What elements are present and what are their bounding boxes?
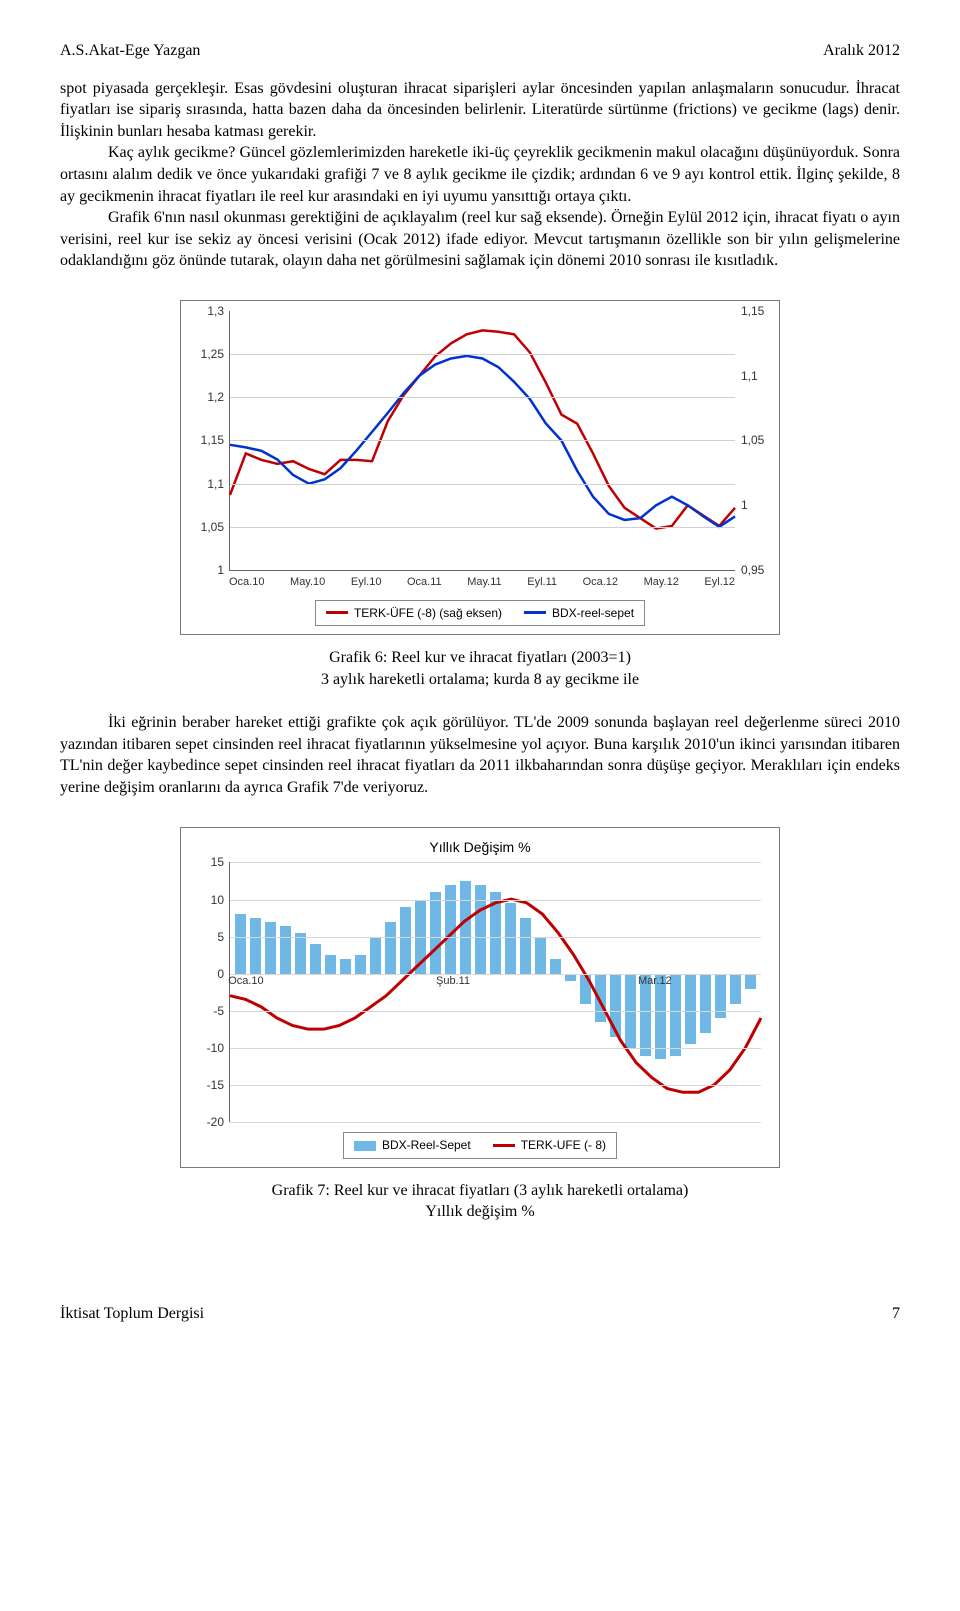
legend2-line-label: TERK-UFE (- 8) xyxy=(521,1137,606,1153)
legend2-bars: BDX-Reel-Sepet xyxy=(354,1137,471,1153)
caption1-line1: Grafik 6: Reel kur ve ihracat fiyatları … xyxy=(60,647,900,669)
chart-1-container: 11,051,11,151,21,251,3 0,9511,051,11,15 … xyxy=(180,300,780,635)
header-author: A.S.Akat-Ege Yazgan xyxy=(60,40,200,62)
caption2-line2: Yıllık değişim % xyxy=(60,1201,900,1223)
paragraph-1: spot piyasada gerçekleşir. Esas gövdesin… xyxy=(60,78,900,143)
chart-1-caption: Grafik 6: Reel kur ve ihracat fiyatları … xyxy=(60,647,900,690)
legend-terk: TERK-ÜFE (-8) (sağ eksen) xyxy=(326,605,502,621)
chart-1-y-right-axis: 0,9511,051,11,15 xyxy=(737,311,779,570)
caption2-line1: Grafik 7: Reel kur ve ihracat fiyatları … xyxy=(60,1180,900,1202)
legend2-line: TERK-UFE (- 8) xyxy=(493,1137,606,1153)
legend-terk-swatch xyxy=(326,611,348,614)
chart-2-legend: BDX-Reel-Sepet TERK-UFE (- 8) xyxy=(343,1132,617,1158)
page-header: A.S.Akat-Ege Yazgan Aralık 2012 xyxy=(60,40,900,62)
body-text-2: İki eğrinin beraber hareket ettiği grafi… xyxy=(60,712,900,798)
footer-journal: İktisat Toplum Dergisi xyxy=(60,1303,204,1325)
chart-1-x-axis: Oca.10May.10Eyl.10Oca.11May.11Eyl.11Oca.… xyxy=(229,575,735,590)
body-text: spot piyasada gerçekleşir. Esas gövdesin… xyxy=(60,78,900,272)
legend-bdx: BDX-reel-sepet xyxy=(524,605,634,621)
legend2-line-swatch xyxy=(493,1144,515,1147)
chart-2-y-axis: 151050-5-10-15-20 xyxy=(186,862,228,1122)
chart-2-title: Yıllık Değişim % xyxy=(187,838,773,857)
legend-bdx-label: BDX-reel-sepet xyxy=(552,605,634,621)
caption1-line2: 3 aylık hareketli ortalama; kurda 8 ay g… xyxy=(60,669,900,691)
chart-2-caption: Grafik 7: Reel kur ve ihracat fiyatları … xyxy=(60,1180,900,1223)
chart-2-container: Yıllık Değişim % 151050-5-10-15-20 Oca.1… xyxy=(180,827,780,1168)
legend2-bars-label: BDX-Reel-Sepet xyxy=(382,1137,471,1153)
chart-1-plot: 11,051,11,151,21,251,3 0,9511,051,11,15 xyxy=(229,311,735,571)
para2-lead: Kaç aylık gecikme? xyxy=(108,144,239,161)
paragraph-2: Kaç aylık gecikme? Güncel gözlemlerimizd… xyxy=(60,142,900,207)
legend-terk-label: TERK-ÜFE (-8) (sağ eksen) xyxy=(354,605,502,621)
legend2-bars-swatch xyxy=(354,1141,376,1151)
legend-bdx-swatch xyxy=(524,611,546,614)
paragraph-4: İki eğrinin beraber hareket ettiği grafi… xyxy=(60,712,900,798)
chart-2-plot: 151050-5-10-15-20 Oca.10Şub.11Mar.12 xyxy=(229,862,761,1122)
footer-page-number: 7 xyxy=(892,1303,900,1325)
chart-1-y-left-axis: 11,051,11,151,21,251,3 xyxy=(186,311,228,570)
page-footer: İktisat Toplum Dergisi 7 xyxy=(60,1303,900,1325)
paragraph-3: Grafik 6'nın nasıl okunması gerektiğini … xyxy=(60,207,900,272)
header-date: Aralık 2012 xyxy=(823,40,900,62)
chart-2-svg xyxy=(230,862,761,1122)
chart-1-legend: TERK-ÜFE (-8) (sağ eksen) BDX-reel-sepet xyxy=(315,600,645,626)
